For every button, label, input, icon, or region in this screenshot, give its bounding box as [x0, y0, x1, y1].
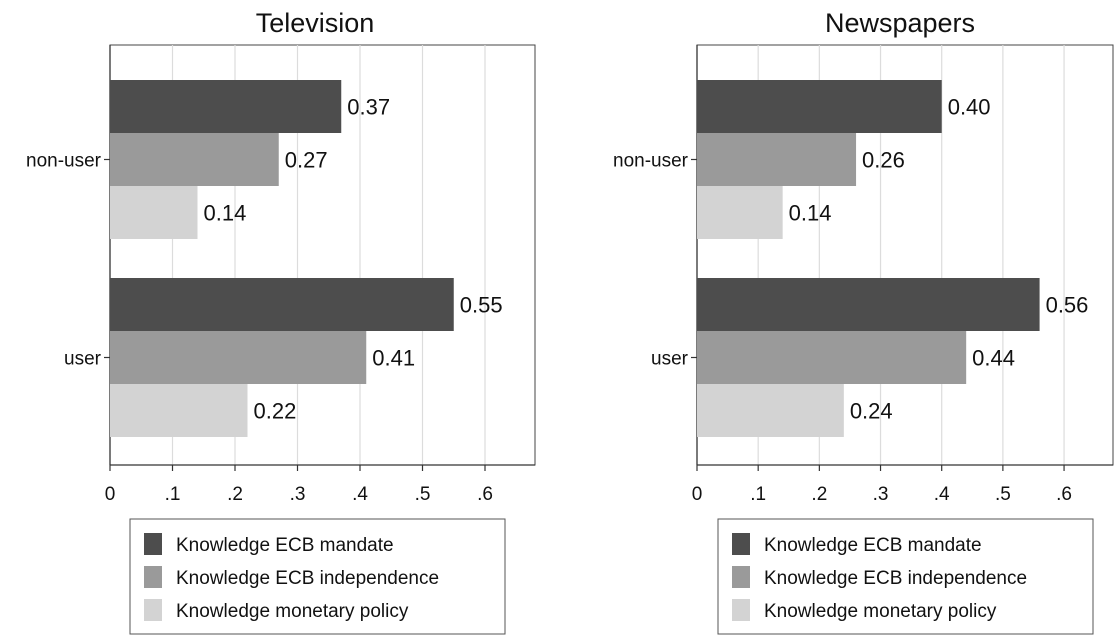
data-label: 0.14: [789, 201, 832, 226]
category-label: non-user: [613, 151, 689, 172]
x-tick-label: .4: [934, 484, 950, 505]
legend-swatch: [144, 533, 162, 555]
legend-label: Knowledge ECB mandate: [176, 535, 394, 556]
bar: [697, 331, 967, 384]
x-tick-label: .6: [477, 484, 493, 505]
x-tick-label: .4: [352, 484, 368, 505]
data-label: 0.44: [972, 346, 1015, 371]
legend-box: [129, 518, 506, 635]
data-label: 0.37: [347, 95, 390, 120]
x-tick-label: .3: [873, 484, 889, 505]
bar: [110, 278, 454, 331]
data-label: 0.24: [850, 399, 893, 424]
x-tick-label: .5: [415, 484, 431, 505]
category-label: user: [651, 349, 689, 370]
bar: [110, 186, 198, 239]
bar: [110, 384, 248, 437]
panel-title: Newspapers: [825, 8, 975, 38]
panel-title: Television: [256, 8, 375, 38]
legend: Knowledge ECB mandate Knowledge ECB indep…: [717, 518, 1094, 635]
bar: [697, 278, 1040, 331]
bar: [697, 80, 942, 133]
x-tick-label: .5: [995, 484, 1011, 505]
x-tick-label: .2: [811, 484, 827, 505]
legend-label: Knowledge monetary policy: [764, 601, 997, 622]
bar: [110, 80, 342, 133]
data-label: 0.41: [372, 346, 415, 371]
bar: [697, 186, 783, 239]
data-label: 0.40: [948, 95, 991, 120]
data-label: 0.14: [204, 201, 247, 226]
x-tick-label: 0: [105, 484, 116, 505]
category-label: user: [64, 349, 102, 370]
legend-box: [717, 518, 1094, 635]
legend: Knowledge ECB mandate Knowledge ECB indep…: [129, 518, 506, 635]
legend-label: Knowledge monetary policy: [176, 601, 409, 622]
bar: [110, 133, 279, 186]
x-tick-label: .3: [290, 484, 306, 505]
bar: [697, 133, 857, 186]
legend-swatch: [732, 599, 750, 621]
legend-label: Knowledge ECB independence: [176, 568, 439, 589]
legend-swatch: [732, 566, 750, 588]
category-label: non-user: [26, 151, 102, 172]
data-label: 0.27: [285, 148, 328, 173]
data-label: 0.56: [1046, 293, 1089, 318]
bar: [110, 331, 367, 384]
x-tick-label: 0: [692, 484, 703, 505]
legend-swatch: [732, 533, 750, 555]
x-tick-label: .1: [750, 484, 766, 505]
legend-label: Knowledge ECB independence: [764, 568, 1027, 589]
legend-swatch: [144, 566, 162, 588]
x-tick-label: .2: [227, 484, 243, 505]
bar: [697, 384, 844, 437]
chart-panel-0: Television 0 .1 .2 .3 .4 .5 .6 non-user 0.37 0.27 0…: [26, 8, 536, 635]
data-label: 0.26: [862, 148, 905, 173]
data-label: 0.55: [460, 293, 503, 318]
legend-label: Knowledge ECB mandate: [764, 535, 982, 556]
data-label: 0.22: [254, 399, 297, 424]
legend-swatch: [144, 599, 162, 621]
x-tick-label: .1: [165, 484, 181, 505]
chart-panel-1: Newspapers 0 .1 .2 .3 .4 .5 .6 non-user 0.40 0.26 0…: [613, 8, 1114, 635]
x-tick-label: .6: [1056, 484, 1072, 505]
